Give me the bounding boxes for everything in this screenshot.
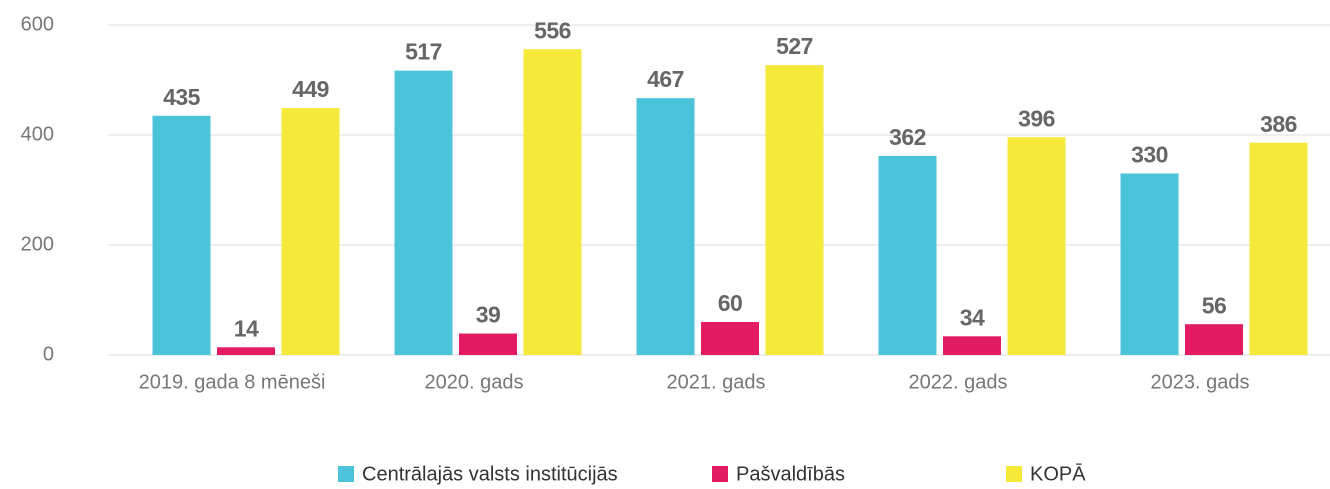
bar	[281, 108, 340, 355]
data-label: 330	[1131, 142, 1168, 168]
y-tick-label: 0	[43, 343, 54, 365]
bar	[459, 333, 517, 355]
bar	[1249, 142, 1308, 355]
bar	[1007, 137, 1066, 355]
bar	[636, 98, 695, 356]
x-tick-label: 2023. gads	[1151, 371, 1250, 393]
data-label: 527	[776, 33, 813, 59]
bar	[701, 322, 759, 355]
bar	[943, 336, 1001, 355]
data-label: 556	[534, 17, 571, 43]
legend-label: Centrālajās valsts institūcijās	[362, 463, 618, 485]
legend-label: KOPĀ	[1030, 462, 1086, 485]
data-label: 14	[234, 315, 259, 341]
legend-swatch	[1006, 466, 1022, 482]
y-tick-label: 600	[21, 13, 54, 35]
data-label: 386	[1260, 111, 1297, 137]
bar	[765, 65, 824, 356]
y-tick-label: 200	[21, 233, 54, 255]
bar	[878, 155, 937, 355]
data-label: 56	[1202, 292, 1227, 318]
x-tick-label: 2020. gads	[425, 371, 524, 393]
bar	[523, 49, 582, 355]
legend-label: Pašvaldībās	[736, 463, 845, 485]
legend-swatch	[338, 466, 354, 482]
data-label: 449	[292, 76, 329, 102]
bar	[1185, 324, 1243, 355]
data-label: 362	[889, 124, 926, 150]
data-label: 39	[476, 302, 501, 328]
bar	[217, 347, 275, 355]
x-tick-label: 2021. gads	[667, 371, 766, 393]
data-label: 396	[1018, 105, 1055, 131]
x-tick-label: 2022. gads	[909, 371, 1008, 393]
bar	[394, 70, 453, 356]
bar	[152, 115, 211, 355]
data-label: 435	[163, 84, 201, 110]
data-label: 34	[960, 304, 985, 330]
data-label: 517	[405, 39, 442, 65]
data-label: 60	[718, 290, 743, 316]
data-label: 467	[647, 66, 684, 92]
y-tick-label: 400	[21, 123, 54, 145]
bar	[1120, 173, 1179, 355]
legend-swatch	[712, 466, 728, 482]
x-tick-label: 2019. gada 8 mēneši	[139, 371, 326, 393]
